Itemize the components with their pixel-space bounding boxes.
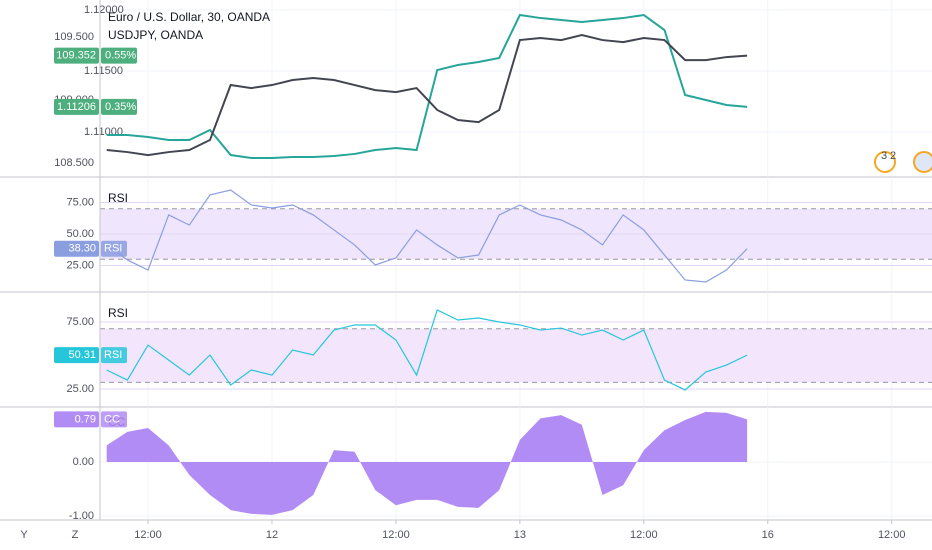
y-tick-label: 25.00	[66, 383, 94, 395]
last-value-label: 0.79	[75, 413, 96, 425]
name-box	[101, 411, 127, 428]
event-count: 3	[881, 150, 887, 162]
legend-entry: Euro / U.S. Dollar, 30, OANDA	[108, 10, 270, 24]
x-tick-label: 13	[514, 529, 526, 541]
series-name: RSI	[104, 243, 122, 255]
rsi-band	[100, 328, 932, 383]
legend-entry: USDJPY, OANDA	[108, 28, 203, 42]
y-tick-label: 50.00	[66, 228, 94, 240]
toolbar-label[interactable]: Z	[72, 529, 79, 541]
last-value-label: 50.31	[68, 349, 96, 361]
last-value-box	[54, 347, 99, 364]
series-line	[106, 189, 748, 283]
y-tick-label: 25.00	[66, 259, 94, 271]
toolbar-label[interactable]: Y	[20, 529, 28, 541]
last-value-label: 1.11206	[57, 101, 96, 113]
panel-title: RSI	[108, 306, 128, 320]
series-name: CC	[104, 413, 120, 425]
event-icon[interactable]	[874, 151, 896, 173]
y2-tick-label: 109.500	[54, 31, 94, 43]
last-value-label: 109.352	[56, 50, 96, 62]
x-tick-label: 12:00	[878, 529, 906, 541]
panel-title: RSI	[108, 191, 128, 205]
change-box	[101, 98, 137, 115]
name-box	[101, 240, 127, 257]
y-tick-label: 1.11000	[84, 126, 123, 138]
y-tick-label: 1.12000	[84, 4, 124, 16]
x-tick-label: 16	[762, 529, 774, 541]
x-tick-label: 12	[266, 529, 278, 541]
x-tick-label: 12:00	[382, 529, 410, 541]
last-value-box	[54, 98, 99, 115]
series-line	[106, 13, 748, 159]
y-tick-label: 0.00	[73, 456, 94, 468]
y-tick-label: 75.00	[66, 316, 94, 328]
change-box	[101, 47, 137, 64]
y-tick-label: 1.11500	[84, 65, 123, 77]
last-value-box	[54, 411, 99, 428]
y-tick-label: 75.00	[66, 196, 94, 208]
last-value-label: 38.30	[68, 243, 96, 255]
last-value-box	[54, 240, 99, 257]
last-value-box	[54, 47, 99, 64]
y-tick-label: -1.00	[69, 510, 94, 522]
toolbar-button[interactable]	[66, 526, 84, 544]
series-line	[106, 309, 748, 391]
change-label: 0.55%	[105, 50, 136, 62]
event-count: 2	[890, 150, 896, 162]
cc-area	[106, 411, 748, 515]
series-name: RSI	[104, 349, 122, 361]
x-tick-label: 12:00	[630, 529, 658, 541]
y2-tick-label: 108.500	[54, 157, 94, 169]
toolbar-button[interactable]	[15, 526, 33, 544]
series-line	[106, 33, 748, 157]
x-tick-label: 12:00	[134, 529, 162, 541]
change-label: 0.35%	[105, 101, 136, 113]
name-box	[101, 347, 127, 364]
event-icon[interactable]	[913, 151, 932, 173]
